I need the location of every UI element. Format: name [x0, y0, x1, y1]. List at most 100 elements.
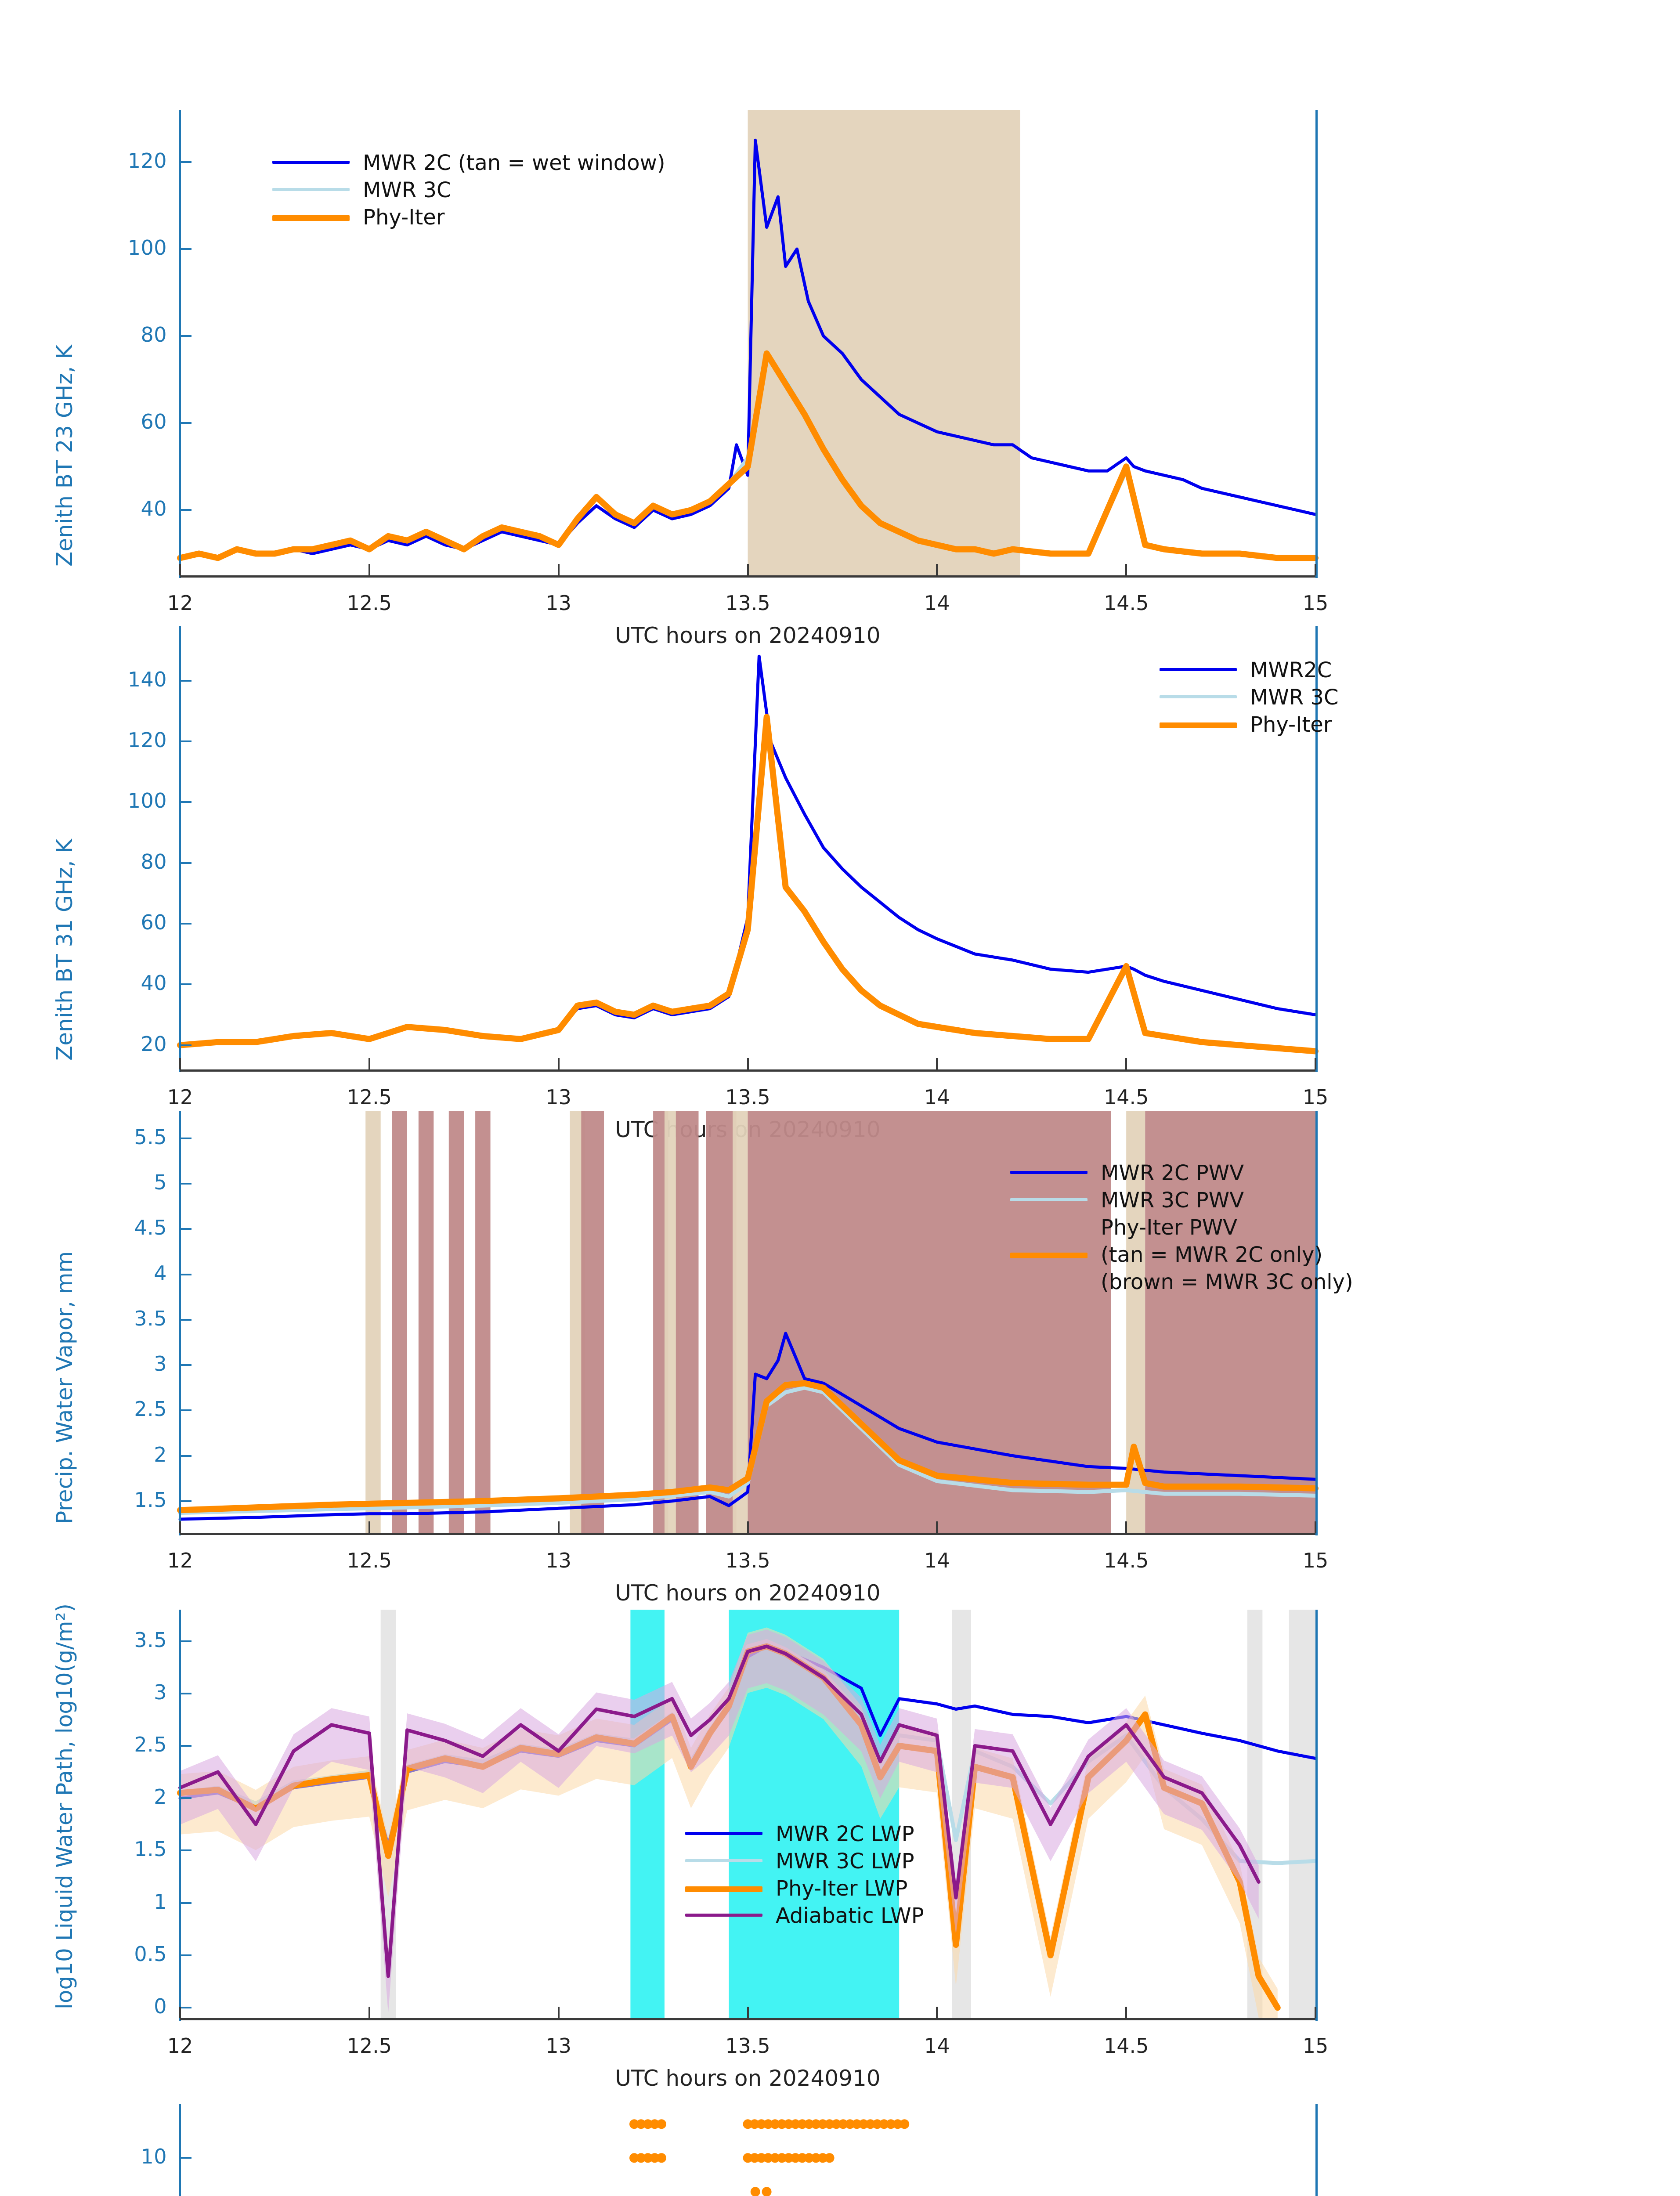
dq-flag-point [750, 2119, 760, 2129]
legend-swatch [685, 1859, 762, 1862]
dq-flag-point [797, 2153, 807, 2163]
x-tick-label: 12.5 [347, 2034, 392, 2058]
y-tick-label: 2.5 [134, 1733, 167, 1756]
legend-swatch [1010, 1253, 1087, 1258]
dq-flag-point [636, 2119, 646, 2129]
x-tick [557, 564, 560, 575]
dq-flag-point [763, 2119, 773, 2129]
dq-flag-point [804, 2153, 814, 2163]
y-tick-label: 3 [154, 1680, 167, 1704]
dq-flag-point [804, 2119, 814, 2129]
x-tick [557, 1058, 560, 1069]
x-tick [1315, 1521, 1316, 1533]
y-tick-label: 80 [141, 849, 167, 874]
x-tick-label: 15 [1302, 1085, 1329, 1109]
dq-flag-point [892, 2119, 903, 2129]
y-axis-line [179, 110, 181, 578]
x-tick-label: 13.5 [725, 1549, 770, 1572]
x-tick-label: 14.5 [1103, 591, 1149, 615]
y-tick [180, 862, 191, 864]
dq-flag-point [831, 2119, 842, 2129]
y-tick-label: 120 [127, 728, 167, 752]
y-tick [180, 983, 191, 986]
series-line [177, 350, 1319, 561]
dq-flag-point [824, 2119, 835, 2129]
series-line [178, 1332, 1317, 1521]
dq-flag-point [811, 2119, 821, 2129]
y-tick-label: 20 [141, 1032, 167, 1056]
dq-flag-point [838, 2119, 848, 2129]
shaded-band-gray [1289, 1610, 1315, 2018]
shaded-band-brown [1145, 1111, 1315, 1533]
x-tick-label: 12.5 [347, 1549, 392, 1572]
x-tick [1125, 2007, 1127, 2018]
dq-flag-point [650, 2119, 660, 2129]
y-tick-label: 0.5 [134, 1942, 167, 1966]
x-tick-label: 12 [167, 1085, 193, 1109]
x-tick-label: 13 [546, 1085, 571, 1109]
dq-flag-point [845, 2119, 855, 2129]
shaded-band-brown [475, 1111, 491, 1533]
legend-label: Phy-Iter LWP [776, 1876, 908, 1901]
y-axis-right-line [1315, 1111, 1318, 1535]
x-tick [936, 2007, 938, 2018]
y-tick [180, 1849, 191, 1852]
dq-flag-point [770, 2153, 780, 2163]
dq-flag-point [784, 2153, 794, 2163]
y-tick [180, 161, 191, 163]
x-tick-label: 14.5 [1103, 1085, 1149, 1109]
x-tick-label: 12.5 [347, 1085, 392, 1109]
legend-label: MWR 3C LWP [776, 1849, 914, 1874]
dq-flag-point [763, 2153, 773, 2163]
dq-flag-point [657, 2153, 667, 2163]
y-tick [180, 1954, 191, 1956]
dq-flag-point [879, 2119, 889, 2129]
x-tick [936, 1521, 938, 1533]
y-tick-label: 3.5 [134, 1628, 167, 1652]
dq-flag-point [777, 2119, 787, 2129]
uncertainty-band [180, 1629, 1259, 2013]
y-tick [180, 1692, 191, 1694]
dq-flag-point [811, 2153, 821, 2163]
x-tick-label: 15 [1302, 1549, 1329, 1572]
dq-flag-point [886, 2119, 896, 2129]
x-tick [1315, 564, 1316, 575]
dq-flag-point [791, 2153, 801, 2163]
y-tick-label: 60 [141, 910, 167, 934]
y-tick-label: 60 [141, 410, 167, 434]
x-axis-title: UTC hours on 20240910 [615, 2066, 881, 2091]
y-tick [180, 679, 191, 682]
y-axis-right-line [1315, 626, 1318, 1072]
x-tick [1315, 2007, 1316, 2018]
y-tick [180, 1640, 191, 1642]
dq-flag-point [762, 2187, 772, 2196]
x-axis-title: UTC hours on 20240910 [615, 1580, 881, 1606]
y-tick-label: 1 [154, 1889, 167, 1914]
y-axis-right-line [1315, 110, 1318, 578]
dq-flag-point [657, 2119, 667, 2129]
y-tick [180, 1455, 191, 1457]
shaded-band-tan [365, 1111, 381, 1533]
legend-label: Phy-Iter [363, 205, 445, 230]
x-tick [179, 1521, 181, 1533]
y-axis-line [179, 1111, 181, 1535]
shaded-band-brown [581, 1111, 604, 1533]
x-axis-line [180, 1069, 1315, 1072]
dq-flag-point [750, 2153, 760, 2163]
legend-swatch [272, 188, 350, 191]
x-tick [1315, 1058, 1316, 1069]
y-tick [180, 1183, 191, 1185]
shaded-band-brown [448, 1111, 464, 1533]
y-tick-label: 10 [141, 2145, 167, 2169]
y-tick [180, 1273, 191, 1275]
dq-flag-point [643, 2153, 653, 2163]
y-axis-line [179, 2104, 181, 2196]
x-tick [368, 564, 370, 575]
